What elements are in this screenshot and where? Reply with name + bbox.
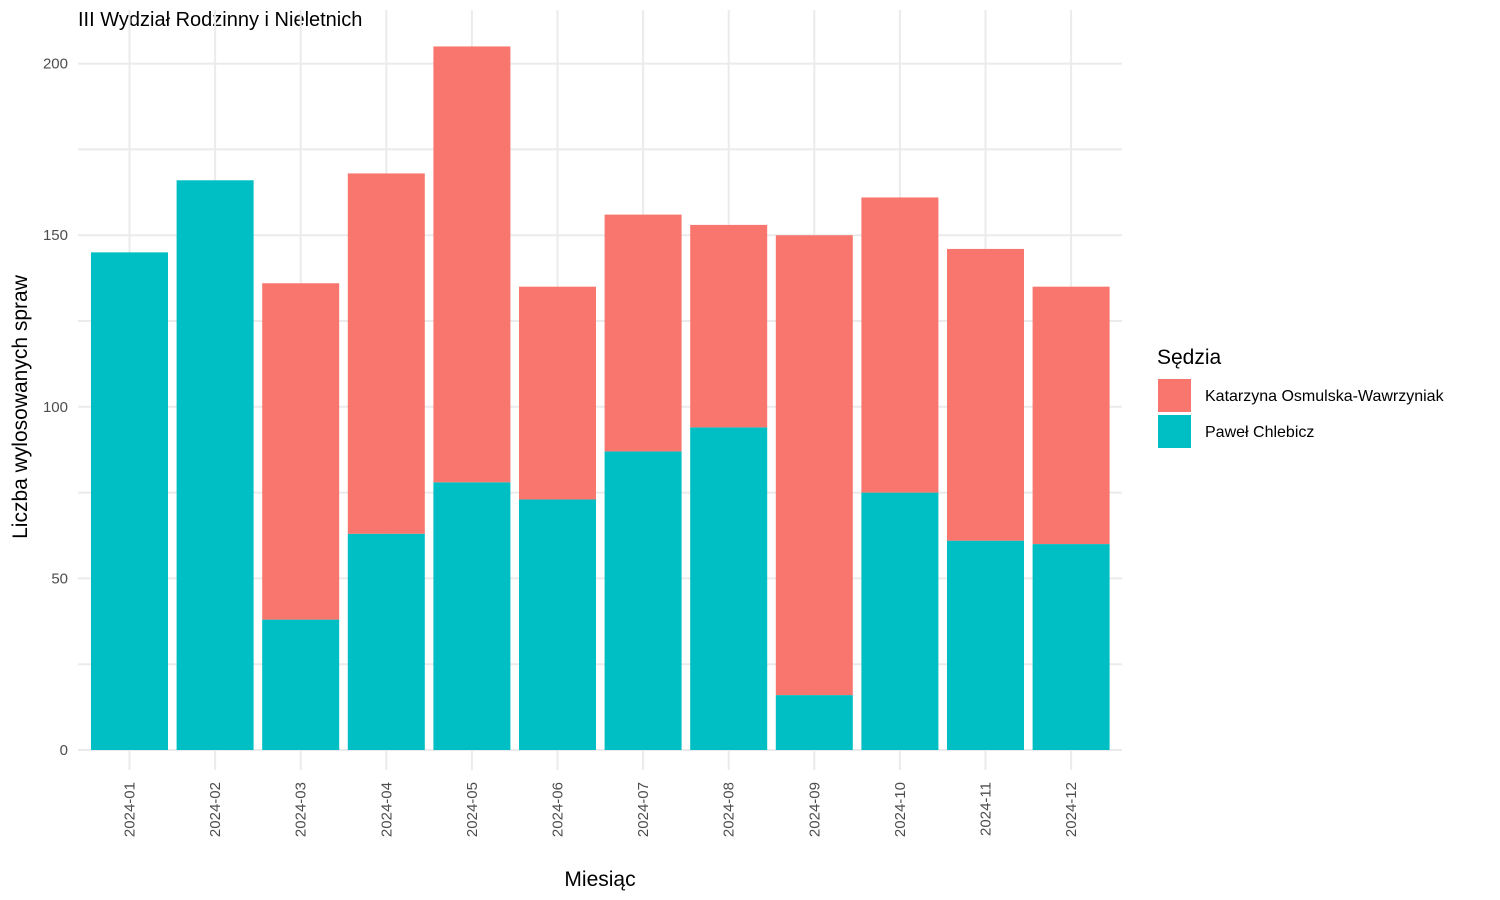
x-tick-label: 2024-04 [378, 782, 395, 837]
bar-katarzyna-osmulska-wawrzyniak-2024-10 [861, 197, 939, 493]
legend-swatch [1158, 379, 1191, 412]
chart-title: III Wydział Rodzinny i Nieletnich [78, 9, 362, 31]
bar-pawel-chlebicz-2024-11 [947, 540, 1024, 750]
y-tick-label: 150 [43, 227, 68, 244]
x-tick-label: 2024-07 [635, 782, 652, 837]
x-tick-label: 2024-01 [122, 782, 139, 837]
x-tick-label: 2024-10 [892, 782, 909, 837]
bar-katarzyna-osmulska-wawrzyniak-2024-11 [947, 248, 1024, 541]
x-tick-label: 2024-09 [806, 782, 823, 837]
bar-pawel-chlebicz-2024-01 [91, 252, 168, 751]
bar-pawel-chlebicz-2024-03 [262, 619, 340, 750]
x-tick-label: 2024-12 [1063, 782, 1080, 837]
bar-pawel-chlebicz-2024-10 [861, 492, 939, 750]
bar-katarzyna-osmulska-wawrzyniak-2024-09 [775, 235, 853, 696]
bar-pawel-chlebicz-2024-08 [690, 427, 768, 750]
bar-pawel-chlebicz-2024-07 [604, 451, 682, 750]
x-tick-label: 2024-02 [207, 782, 224, 837]
y-axis-title: Liczba wylosowanych spraw [9, 274, 32, 539]
bar-katarzyna-osmulska-wawrzyniak-2024-04 [347, 173, 425, 534]
y-tick-label: 200 [43, 56, 68, 73]
bars [91, 46, 1110, 751]
bar-pawel-chlebicz-2024-05 [433, 482, 511, 750]
y-tick-label: 100 [43, 399, 68, 416]
x-tick-label: 2024-03 [293, 782, 310, 837]
legend-title: Sędzia [1157, 346, 1222, 369]
y-tick-label: 50 [51, 570, 68, 587]
legend-label: Paweł Chlebicz [1205, 424, 1314, 441]
x-tick-label: 2024-11 [978, 782, 995, 836]
legend-label: Katarzyna Osmulska-Wawrzyniak [1205, 388, 1445, 405]
legend-swatch [1158, 415, 1191, 448]
y-tick-label: 0 [60, 742, 68, 759]
bar-katarzyna-osmulska-wawrzyniak-2024-12 [1032, 286, 1110, 545]
bar-katarzyna-osmulska-wawrzyniak-2024-07 [604, 214, 682, 452]
x-tick-label: 2024-05 [464, 782, 481, 837]
bar-pawel-chlebicz-2024-06 [519, 499, 596, 750]
bar-katarzyna-osmulska-wawrzyniak-2024-06 [519, 286, 596, 500]
x-axis-title: Miesiąc [564, 868, 635, 891]
legend: Sędzia Katarzyna Osmulska-Wawrzyniak Pawe… [1157, 346, 1445, 448]
bar-pawel-chlebicz-2024-02 [176, 180, 254, 751]
bar-pawel-chlebicz-2024-09 [775, 695, 853, 750]
x-axis-ticks: 2024-01 2024-02 2024-03 2024-04 2024-05 2024-… [122, 782, 1081, 837]
x-tick-label: 2024-08 [721, 782, 738, 837]
bar-katarzyna-osmulska-wawrzyniak-2024-08 [690, 224, 768, 428]
bar-katarzyna-osmulska-wawrzyniak-2024-05 [433, 46, 511, 483]
bar-pawel-chlebicz-2024-04 [347, 533, 425, 750]
bar-pawel-chlebicz-2024-12 [1032, 544, 1110, 750]
x-tick-label: 2024-06 [550, 782, 567, 837]
y-axis-ticks: 0 50 100 150 200 [43, 56, 68, 759]
bar-katarzyna-osmulska-wawrzyniak-2024-03 [262, 283, 340, 620]
